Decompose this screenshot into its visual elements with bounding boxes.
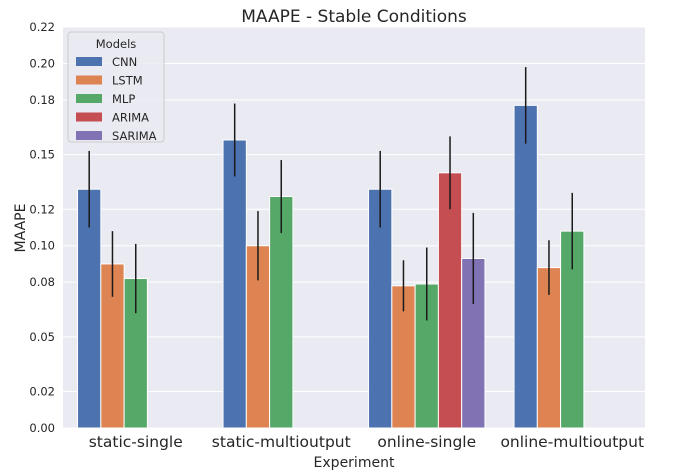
y-tick-label: 0.22 xyxy=(29,20,55,34)
legend-swatch-cnn xyxy=(76,57,102,66)
legend-swatch-arima xyxy=(76,112,102,122)
legend-label-arima: ARIMA xyxy=(112,111,149,125)
bar-arima-online-single xyxy=(437,172,463,429)
bars xyxy=(77,104,585,429)
x-tick-label: online-multioutput xyxy=(500,433,644,451)
error-bars xyxy=(88,67,573,321)
chart-title: MAAPE - Stable Conditions xyxy=(241,7,467,27)
legend: Models CNN LSTM MLP ARIMA SARIMA xyxy=(67,31,165,143)
x-tick-label: static-multioutput xyxy=(212,433,351,451)
y-tick-label: 0.12 xyxy=(29,202,55,216)
legend-label-cnn: CNN xyxy=(112,55,137,69)
bar-cnn-static-multioutput xyxy=(222,139,247,429)
y-tick-label: 0.08 xyxy=(29,275,55,289)
y-axis-label: MAAPE xyxy=(13,204,29,253)
x-axis-label: Experiment xyxy=(314,455,395,471)
legend-items: CNN LSTM MLP ARIMA SARIMA xyxy=(76,55,157,143)
y-tick-label: 0.15 xyxy=(29,148,55,162)
legend-swatch-sarima xyxy=(76,131,102,140)
y-tick-label: 0.18 xyxy=(29,93,55,107)
legend-label-sarima: SARIMA xyxy=(112,129,157,143)
y-tick-label: 0.20 xyxy=(29,56,55,70)
legend-label-mlp: MLP xyxy=(112,92,135,106)
legend-swatch-mlp xyxy=(76,94,102,103)
bar-cnn-online-multioutput xyxy=(513,104,538,429)
y-tick-label: 0.10 xyxy=(29,239,55,253)
x-axis-ticks: static-single static-multioutput online-si… xyxy=(89,433,644,451)
y-tick-label: 0.00 xyxy=(29,421,55,435)
legend-swatch-lstm xyxy=(76,75,102,85)
legend-title: Models xyxy=(96,37,137,51)
y-tick-label: 0.05 xyxy=(29,330,55,344)
y-axis-ticks: 0.00 0.02 0.05 0.08 0.10 0.12 0.15 0.18 0.20 0.22 xyxy=(29,20,55,435)
y-tick-label: 0.02 xyxy=(29,385,55,399)
legend-label-lstm: LSTM xyxy=(112,74,143,88)
x-tick-label: static-single xyxy=(89,433,183,451)
x-tick-label: online-single xyxy=(377,433,476,451)
